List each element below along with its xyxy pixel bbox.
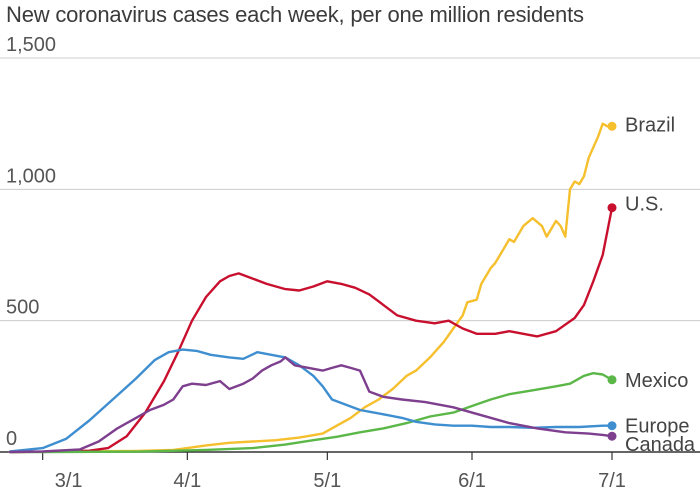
y-tick-label: 0 <box>6 428 17 450</box>
series-end-marker <box>607 431 617 441</box>
y-tick-label: 500 <box>6 297 39 319</box>
series-line-brazil <box>8 122 614 454</box>
chart-title: New coronavirus cases each week, per one… <box>6 2 584 27</box>
x-tick-label: 3/1 <box>55 470 83 492</box>
series-label: Brazil <box>625 114 675 136</box>
x-tick-label: 5/1 <box>313 470 341 492</box>
series-label: Europe <box>625 416 690 438</box>
series-label: U.S. <box>625 194 664 216</box>
x-tick-label: 6/1 <box>458 470 486 492</box>
label-layer: 0 500 1,000 1,500 3/1 4/1 5/1 6/1 7/1 Brazil U.S. M… <box>6 34 696 492</box>
x-tick-label: 7/1 <box>598 470 626 492</box>
series-end-marker <box>607 203 617 213</box>
series-line-mexico <box>8 372 614 454</box>
series-line-us <box>8 206 614 454</box>
series-end-marker <box>607 121 617 131</box>
series-layer <box>8 122 614 454</box>
series-end-marker <box>607 375 617 385</box>
x-tick-label: 4/1 <box>173 470 201 492</box>
y-tick-label: 1,000 <box>6 165 56 187</box>
series-label: Mexico <box>625 370 688 392</box>
y-tick-label: 1,500 <box>6 34 56 56</box>
series-end-marker <box>607 421 617 431</box>
series-line-canada <box>8 356 614 454</box>
series-label: Canada <box>625 434 696 456</box>
series-line-europe <box>8 348 614 453</box>
marker-layer <box>607 121 617 441</box>
grid-layer <box>0 57 700 460</box>
